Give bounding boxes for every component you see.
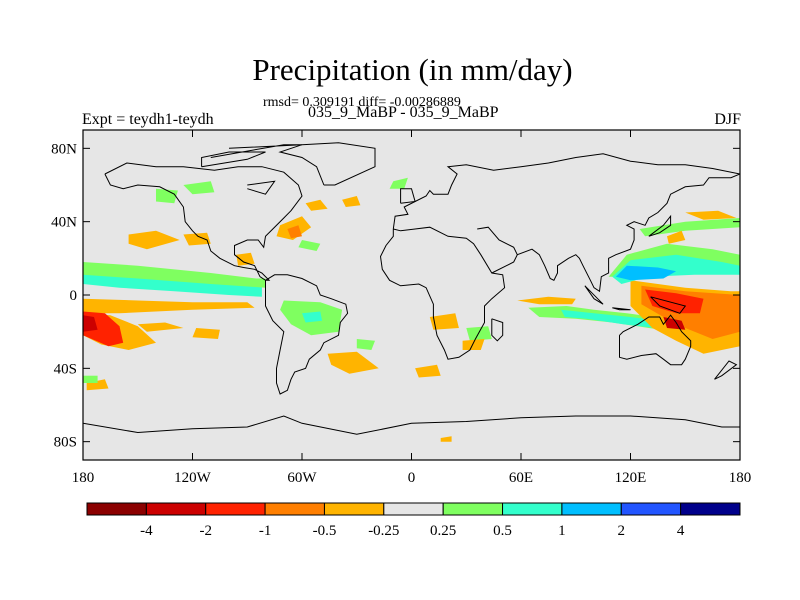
region-japan-orange — [667, 230, 686, 244]
region-south-pacific-orange-streak — [137, 322, 184, 332]
map-axes: 180 120W 60W 0 60E 120E 180 80N 40N 0 40S 80S — [51, 129, 752, 486]
region-antarctic-orange — [440, 436, 452, 442]
rmsd-diff-stats: rmsd= 0.309191 diff= -0.00286889 — [263, 95, 461, 110]
region-africa-green-patch — [466, 326, 492, 341]
region-west-pacific-darkred — [663, 317, 686, 330]
season-label: DJF — [714, 111, 741, 128]
x-tick-label: 60E — [509, 470, 533, 486]
coastline-12 — [584, 285, 604, 305]
colorbar-label: 4 — [677, 523, 685, 539]
coastline-17 — [201, 151, 266, 168]
colorbar-label: -0.5 — [313, 523, 337, 539]
region-pacific-south-orange-band — [83, 298, 255, 314]
region-africa-orange-patch-2 — [462, 339, 485, 350]
region-north-atlantic-green-patch — [389, 177, 408, 189]
colorbar-label: 2 — [618, 523, 626, 539]
coastline-5 — [517, 173, 740, 293]
region-south-atlantic-orange — [327, 351, 379, 374]
colorbar-label: 1 — [558, 523, 566, 539]
colorbar-swatch — [86, 502, 147, 516]
region-africa-south-orange — [415, 364, 441, 378]
colorbar-label: 0.25 — [430, 523, 456, 539]
colorbar-swatch — [145, 502, 207, 516]
region-south-america-cyan — [302, 311, 323, 323]
region-north-pacific-orange-patch — [128, 230, 180, 250]
region-north-america-green-strip — [183, 181, 215, 195]
region-north-pacific-green-patch — [156, 188, 178, 204]
region-southern-ocean-green — [83, 375, 98, 383]
colorbar-swatch — [502, 502, 563, 516]
coastline-1 — [265, 274, 349, 395]
colorbar-swatch — [680, 502, 741, 516]
region-north-pacific-upper-green — [639, 218, 740, 237]
region-south-pacific-orange-patch — [192, 328, 220, 339]
colorbar-swatch — [323, 502, 385, 516]
x-tick-label: 0 — [408, 470, 416, 486]
colorbar-label: -2 — [199, 523, 212, 539]
x-tick-label: 180 — [72, 470, 95, 486]
coastline-13 — [612, 307, 631, 311]
y-tick-label: 40S — [54, 361, 77, 377]
x-tick-label: 120W — [174, 470, 212, 486]
coastlines — [83, 142, 740, 435]
colorbar-swatch — [205, 502, 266, 516]
coastline-6 — [619, 314, 692, 366]
region-pacific-sw-darkred-blob — [83, 315, 98, 332]
coastline-16 — [247, 180, 276, 195]
coastline-18 — [210, 144, 303, 158]
region-north-pacific-upper-orange — [685, 210, 737, 220]
coastline-7 — [83, 415, 740, 435]
coastline-14 — [650, 296, 687, 314]
region-atlantic-mid-orange-patch — [342, 196, 361, 207]
colorbar: -4 -2 -1 -0.5 -0.25 0.25 0.5 1 2 4 — [86, 502, 741, 539]
colorbar-swatch — [383, 502, 444, 516]
colorbar-label: 0.5 — [493, 523, 512, 539]
x-tick-label: 120E — [615, 470, 647, 486]
colorbar-label: -1 — [259, 523, 272, 539]
colorbar-swatch — [264, 502, 325, 516]
expt-label: Expt = teydh1-teydh — [82, 111, 214, 128]
colorbar-swatch — [561, 502, 622, 516]
coastline-2 — [379, 226, 506, 360]
colorbar-swatch — [442, 502, 504, 516]
region-africa-orange-patch — [429, 313, 459, 330]
region-gulf-orange-patch — [236, 252, 255, 266]
coastline-10 — [400, 188, 416, 204]
region-atlantic-west-red-patch — [287, 225, 302, 239]
chart-title: Precipitation (in mm/day) — [252, 52, 573, 87]
region-north-pacific-orange-patch-2 — [183, 232, 211, 246]
region-west-pacific-red-deep — [645, 289, 704, 314]
coastline-3 — [392, 153, 740, 230]
experiment-subtitle: 035_9_MaBP - 035_9_MaBP — [308, 104, 499, 121]
colorbar-swatch — [620, 502, 682, 516]
region-indian-ocean-orange-north — [517, 296, 576, 305]
y-tick-label: 0 — [70, 288, 78, 304]
colorbar-label: -4 — [140, 523, 153, 539]
coastline-15 — [714, 360, 738, 380]
region-pacific-north-green-band — [83, 262, 266, 288]
region-north-atlantic-orange-patch — [305, 199, 328, 211]
region-atlantic-green-patch — [298, 240, 321, 251]
colorbar-label: -0.25 — [368, 523, 399, 539]
y-tick-label: 80N — [51, 141, 77, 157]
region-south-atlantic-green — [356, 339, 375, 350]
coastline-9 — [278, 142, 376, 186]
coastline-8 — [491, 318, 504, 342]
y-tick-label: 40N — [51, 215, 77, 231]
y-tick-label: 80S — [54, 435, 77, 451]
coastline-11 — [648, 214, 672, 237]
coastline-0 — [104, 162, 303, 281]
contour-regions — [83, 177, 740, 442]
region-north-pacific-west-blue — [615, 265, 677, 281]
coastline-4 — [477, 226, 518, 274]
x-tick-label: 180 — [729, 470, 752, 486]
region-indian-ocean-cyan-band — [561, 309, 660, 328]
x-tick-label: 60W — [287, 470, 317, 486]
